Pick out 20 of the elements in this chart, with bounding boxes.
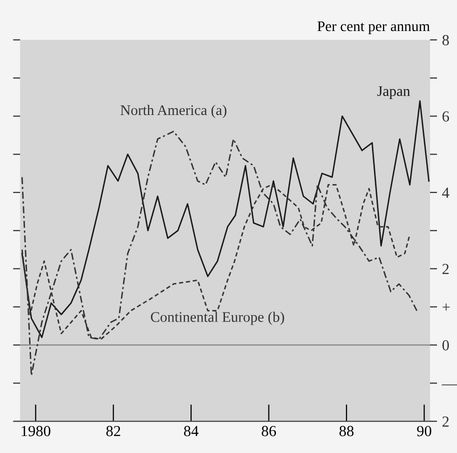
y-tick-label: 4	[442, 188, 450, 198]
x-tick-label: 1980	[22, 426, 50, 436]
y-axis-title: Per cent per annum	[317, 21, 430, 34]
x-tick-label: 82	[106, 426, 120, 436]
x-tick-label: 84	[184, 426, 198, 436]
y-tick-label: 2	[442, 264, 449, 274]
y-tick-label: 0	[442, 340, 449, 350]
series-label: Japan	[377, 86, 410, 99]
line-series	[21, 130, 418, 376]
series-label: Continental Europe (b)	[150, 312, 284, 325]
line-series	[21, 100, 430, 338]
series-label: North America (a)	[120, 104, 226, 118]
x-tick-label: 86	[262, 426, 276, 436]
x-tick-label: 88	[339, 426, 354, 436]
y-tick-label: —	[442, 384, 457, 386]
y-tick-label: 2	[442, 416, 449, 427]
x-tick-label: 90	[417, 426, 432, 436]
y-tick-label: 6	[442, 111, 450, 122]
y-tick-label: 8	[442, 35, 449, 46]
y-tick-label: +	[442, 304, 450, 311]
